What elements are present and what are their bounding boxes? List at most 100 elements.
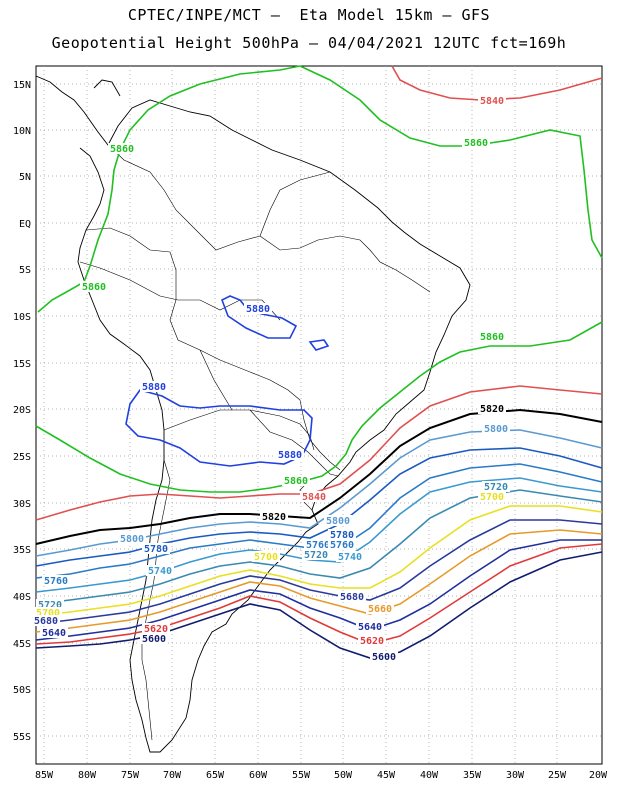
lon-label-40w: 40W (420, 770, 439, 781)
contour-label-bg (32, 615, 60, 626)
contour-label-bg (328, 529, 356, 540)
lat-label-eq: EQ (19, 219, 31, 230)
contour-label-bg (478, 95, 506, 106)
contour-label-bg (482, 481, 510, 492)
contour-5860-south (35, 321, 603, 493)
contour-label-5880: 5880 (278, 450, 302, 461)
lat-label-10s: 10S (13, 312, 31, 323)
contour-label-5720: 5720 (304, 550, 328, 561)
contour-label-5700: 5700 (36, 608, 60, 619)
lat-label-5s: 5S (19, 265, 31, 276)
contour-label-bg (300, 491, 328, 502)
contour-label-bg (336, 551, 364, 562)
contour-label-5700: 5700 (254, 552, 278, 563)
contour-label-5800: 5800 (120, 534, 144, 545)
lat-label-50s: 50S (13, 685, 31, 696)
contour-label-5700: 5700 (480, 492, 504, 503)
contour-label-5780: 5780 (144, 544, 168, 555)
contour-label-5860: 5860 (110, 144, 134, 155)
contour-label-5680: 5680 (34, 616, 58, 627)
contour-label-5600: 5600 (372, 652, 396, 663)
contour-label-5760: 5760 (330, 540, 354, 551)
contour-label-bg (146, 565, 174, 576)
contour-label-bg (40, 627, 68, 638)
contour-label-bg (36, 599, 64, 610)
lon-label-60w: 60W (249, 770, 268, 781)
lat-label-15n: 15N (13, 80, 31, 91)
contour-label-bg (338, 591, 366, 602)
country-borders (79, 144, 431, 741)
lat-label-55s: 55S (13, 732, 31, 743)
contour-label-5820: 5820 (262, 512, 286, 523)
lat-label-15s: 15S (13, 359, 31, 370)
lon-label-65w: 65W (206, 770, 225, 781)
lon-label-85w: 85W (35, 770, 54, 781)
contour-label-5720: 5720 (38, 600, 62, 611)
latitude-labels: 15N 10N 5N EQ 5S 10S 15S 20S 25S 30S 35S 40S 45S 50S 5… (13, 80, 31, 743)
contour-5840-north (391, 65, 603, 101)
lon-label-45w: 45W (377, 770, 396, 781)
contour-label-5780: 5780 (330, 530, 354, 541)
contour-label-5800: 5800 (484, 424, 508, 435)
contour-5700 (35, 505, 603, 617)
contour-label-bg (478, 491, 506, 502)
contour-label-bg (80, 281, 108, 292)
map-frame (35, 65, 603, 765)
contour-5880-a (220, 295, 298, 339)
contour-5640 (35, 539, 602, 641)
lat-label-10n: 10N (13, 126, 31, 137)
contour-label-bg (324, 515, 352, 526)
contour-5840-south (35, 385, 603, 521)
contour-label-5860: 5860 (82, 282, 106, 293)
contour-label-bg (252, 551, 280, 562)
contour-label-bg (462, 137, 490, 148)
contour-label-bg (358, 635, 386, 646)
contour-label-5620: 5620 (144, 624, 168, 635)
contour-label-5860: 5860 (480, 332, 504, 343)
contour-label-5860: 5860 (464, 138, 488, 149)
contour-label-bg (142, 623, 170, 634)
contour-label-bg (42, 575, 70, 586)
contour-label-bg (482, 423, 510, 434)
contour-label-5740: 5740 (338, 552, 362, 563)
lon-label-35w: 35W (463, 770, 482, 781)
map-subtitle: Geopotential Height 500hPa – 04/04/2021 … (51, 34, 567, 52)
contours (35, 65, 603, 659)
lon-label-75w: 75W (121, 770, 140, 781)
contour-label-bg (276, 449, 304, 460)
lat-label-20s: 20S (13, 405, 31, 416)
contour-5740 (35, 477, 603, 593)
contour-label-5820: 5820 (480, 404, 504, 415)
contour-label-5880: 5880 (246, 304, 270, 315)
lon-label-80w: 80W (78, 770, 97, 781)
lat-label-25s: 25S (13, 452, 31, 463)
lon-label-55w: 55W (292, 770, 311, 781)
contour-label-bg (282, 475, 310, 486)
contour-label-bg (366, 603, 394, 614)
contour-5780 (35, 447, 603, 567)
contour-label-bg (244, 303, 272, 314)
contour-label-5760: 5760 (306, 540, 330, 551)
contour-label-5740: 5740 (148, 566, 172, 577)
contour-label-bg (140, 633, 168, 644)
contour-label-5640: 5640 (42, 628, 66, 639)
contour-label-5840: 5840 (302, 492, 326, 503)
contour-label-5840: 5840 (480, 96, 504, 107)
contour-label-bg (370, 651, 398, 662)
contour-label-5660: 5660 (368, 604, 392, 615)
lon-label-20w: 20W (589, 770, 608, 781)
contour-label-bg (304, 539, 332, 550)
contour-label-bg (34, 607, 62, 618)
contour-label-5680: 5680 (340, 592, 364, 603)
lat-label-40s: 40S (13, 592, 31, 603)
contour-5680 (35, 519, 603, 625)
lat-label-5n: 5N (19, 172, 31, 183)
contour-label-bg (478, 403, 506, 414)
contour-label-bg (108, 143, 136, 154)
contour-label-bg (260, 511, 288, 522)
contour-label-bg (302, 549, 330, 560)
lon-label-70w: 70W (163, 770, 182, 781)
contour-5600 (35, 551, 603, 659)
contour-label-5760: 5760 (44, 576, 68, 587)
